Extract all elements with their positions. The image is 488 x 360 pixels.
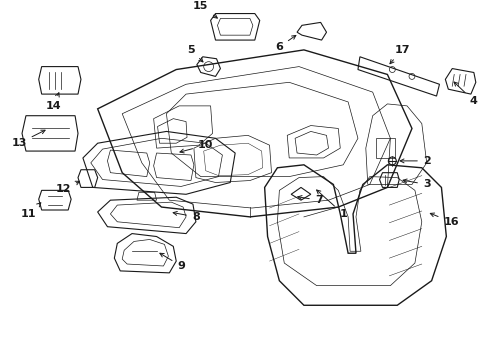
- Text: 13: 13: [11, 130, 45, 148]
- Text: 10: 10: [180, 140, 213, 153]
- Text: 14: 14: [45, 93, 61, 111]
- Text: 12: 12: [56, 181, 80, 194]
- Text: 3: 3: [402, 179, 429, 189]
- Text: 8: 8: [173, 211, 199, 222]
- Text: 1: 1: [316, 190, 346, 219]
- Text: 11: 11: [21, 203, 41, 219]
- Text: 9: 9: [160, 253, 184, 271]
- Text: 7: 7: [297, 195, 322, 205]
- Text: 6: 6: [275, 35, 295, 52]
- Text: 15: 15: [193, 1, 217, 18]
- Text: 4: 4: [453, 82, 477, 106]
- Text: 16: 16: [429, 213, 458, 227]
- Text: 17: 17: [389, 45, 409, 64]
- Text: 5: 5: [187, 45, 203, 62]
- Text: 2: 2: [399, 156, 430, 166]
